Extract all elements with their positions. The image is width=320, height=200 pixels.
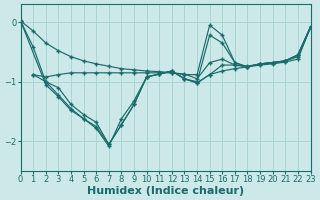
- X-axis label: Humidex (Indice chaleur): Humidex (Indice chaleur): [87, 186, 244, 196]
